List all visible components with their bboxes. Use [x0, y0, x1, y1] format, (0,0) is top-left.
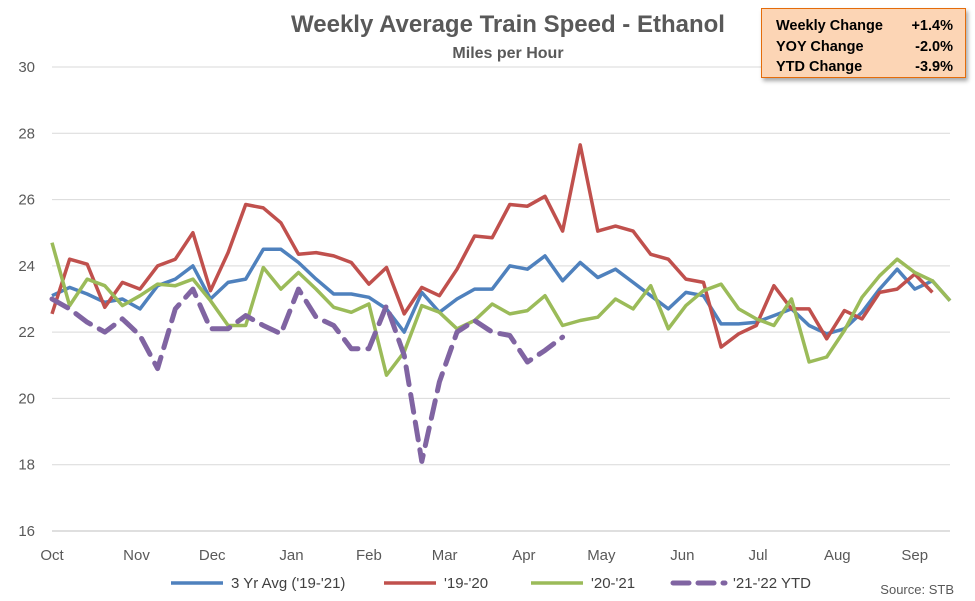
- legend-label: '21-'22 YTD: [733, 575, 811, 592]
- stat-label: YTD Change: [776, 59, 863, 75]
- x-tick-label: May: [587, 547, 616, 564]
- y-axis: 16 18 20 22 24 26 28 30: [18, 59, 35, 540]
- series-line-1: [51, 247, 952, 336]
- y-tick-label: 18: [18, 457, 35, 474]
- legend-label: '20-'21: [591, 575, 635, 592]
- chart-title: Weekly Average Train Speed - Ethanol: [291, 11, 725, 38]
- x-axis: Oct Nov Dec Jan Feb Mar Apr May Jun Jul Aug Sep: [40, 547, 928, 564]
- source-note: Source: STB: [880, 582, 954, 597]
- x-tick-label: Aug: [824, 547, 851, 564]
- series-line-4: [49, 286, 566, 464]
- stat-row-yoy: YOY Change -2.0%: [776, 37, 953, 58]
- x-tick-label: Sep: [901, 547, 928, 564]
- x-tick-label: Jul: [748, 547, 767, 564]
- x-tick-label: Nov: [123, 547, 150, 564]
- x-tick-label: Feb: [356, 547, 382, 564]
- x-tick-label: Jan: [279, 547, 303, 564]
- legend: 3 Yr Avg ('19-'21) '19-'20 '20-'21 '21-'22 …: [171, 575, 811, 592]
- y-tick-label: 16: [18, 523, 35, 540]
- stat-value: +1.4%: [911, 18, 953, 34]
- y-tick-label: 28: [18, 125, 35, 142]
- legend-label: '19-'20: [444, 575, 488, 592]
- x-tick-label: Jun: [670, 547, 694, 564]
- stat-row-ytd: YTD Change -3.9%: [776, 57, 953, 78]
- x-tick-label: Apr: [512, 547, 535, 564]
- stats-box: Weekly Change +1.4% YOY Change -2.0% YTD…: [761, 8, 966, 78]
- stat-row-weekly: Weekly Change +1.4%: [776, 16, 953, 37]
- chart-subtitle: Miles per Hour: [452, 45, 563, 62]
- y-tick-label: 24: [18, 258, 35, 275]
- stat-label: Weekly Change: [776, 18, 883, 34]
- series-line-3: [50, 242, 952, 377]
- legend-label: 3 Yr Avg ('19-'21): [231, 575, 345, 592]
- stat-label: YOY Change: [776, 38, 864, 55]
- plot-area: [49, 143, 952, 464]
- stat-value: -3.9%: [915, 59, 953, 75]
- stat-value: -2.0%: [915, 38, 953, 55]
- x-tick-label: Dec: [199, 547, 226, 564]
- series-line-2: [50, 143, 934, 349]
- y-tick-label: 20: [18, 390, 35, 407]
- y-tick-label: 30: [18, 59, 35, 76]
- x-tick-label: Oct: [40, 547, 64, 564]
- y-tick-label: 26: [18, 192, 35, 209]
- y-tick-label: 22: [18, 324, 35, 341]
- x-tick-label: Mar: [432, 547, 458, 564]
